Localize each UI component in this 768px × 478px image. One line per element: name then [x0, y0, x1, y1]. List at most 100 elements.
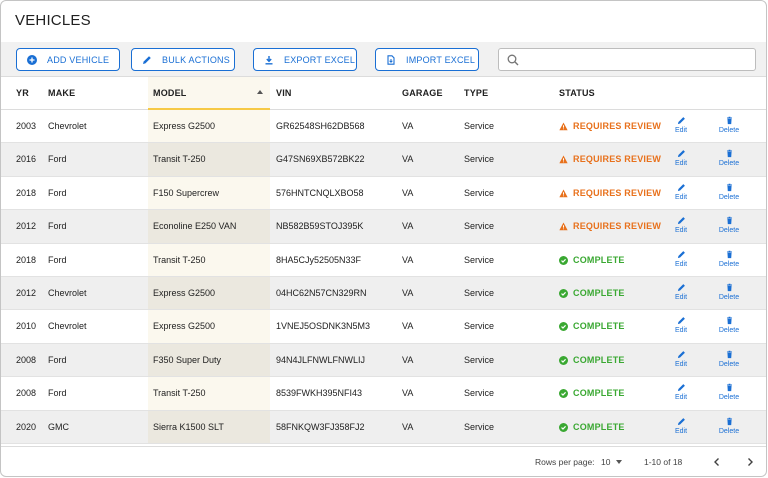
model-cell-bg: [148, 243, 270, 276]
sort-indicator: [148, 108, 270, 110]
edit-label: Edit: [674, 360, 688, 368]
cell-model: Transit T-250: [153, 388, 206, 399]
trash-icon: [726, 350, 732, 358]
pencil-icon: [677, 150, 685, 158]
cell-yr: 2008: [16, 354, 37, 365]
cell-type: Service: [464, 221, 495, 232]
warning-triangle-icon: [559, 222, 568, 231]
delete-button[interactable]: Delete: [714, 383, 744, 401]
check-circle-icon: [559, 422, 568, 432]
column-header-vin[interactable]: VIN: [276, 88, 292, 98]
chevron-left-icon[interactable]: [711, 456, 723, 468]
edit-button[interactable]: Edit: [666, 216, 696, 234]
cell-make: Ford: [48, 354, 67, 365]
table-row: 2018 Ford F150 Supercrew 576HNTCNQLXBO58 VA S…: [1, 176, 766, 211]
cell-garage: VA: [402, 388, 414, 399]
edit-button[interactable]: Edit: [666, 116, 696, 134]
delete-button[interactable]: Delete: [714, 283, 744, 301]
add-vehicle-label: ADD VEHICLE: [47, 54, 110, 65]
export-excel-button[interactable]: EXPORT EXCEL: [253, 48, 357, 71]
status-badge: COMPLETE: [559, 244, 625, 277]
cell-vin: G47SN69XB572BK22: [276, 154, 365, 165]
delete-button[interactable]: Delete: [714, 116, 744, 134]
status-text: COMPLETE: [573, 254, 625, 265]
status-badge: REQUIRES REVIEW: [559, 177, 661, 210]
edit-button[interactable]: Edit: [666, 316, 696, 334]
status-text: REQUIRES REVIEW: [573, 121, 662, 131]
edit-button[interactable]: Edit: [666, 250, 696, 268]
download-icon: [265, 55, 273, 64]
cell-garage: VA: [402, 287, 414, 298]
delete-button[interactable]: Delete: [714, 250, 744, 268]
table-row: 2020 GMC Sierra K1500 SLT 58FNKQW3FJ358FJ2 V…: [1, 410, 766, 444]
table-row: 2010 Chevrolet Express G2500 1VNEJ5OSDNK3N5…: [1, 310, 766, 344]
cell-vin: 8HA5CJy52505N33F: [276, 254, 362, 265]
cell-model: F350 Super Duty: [153, 354, 222, 365]
chevron-right-icon[interactable]: [744, 456, 756, 468]
delete-button[interactable]: Delete: [714, 216, 744, 234]
trash-icon: [726, 150, 732, 158]
delete-button[interactable]: Delete: [714, 183, 744, 201]
column-header-garage[interactable]: GARAGE: [402, 88, 443, 98]
edit-label: Edit: [674, 260, 688, 268]
edit-button[interactable]: Edit: [666, 149, 696, 167]
edit-button[interactable]: Edit: [666, 183, 696, 201]
status-text: COMPLETE: [573, 388, 625, 399]
file-import-icon: [387, 54, 395, 65]
status-text: COMPLETE: [573, 287, 625, 298]
cell-make: Ford: [48, 187, 67, 198]
column-header-make[interactable]: MAKE: [48, 88, 76, 98]
cell-model: Express G2500: [153, 121, 216, 131]
model-cell-bg: [148, 343, 270, 377]
status-text: COMPLETE: [573, 321, 625, 332]
pencil-icon: [677, 284, 685, 292]
trash-icon: [726, 383, 732, 392]
delete-button[interactable]: Delete: [714, 350, 744, 368]
edit-label: Edit: [674, 327, 688, 335]
status-badge: REQUIRES REVIEW: [559, 210, 661, 243]
model-cell-bg: [148, 110, 270, 143]
sort-ascending-icon[interactable]: [257, 90, 263, 94]
trash-icon: [726, 250, 732, 258]
edit-label: Edit: [674, 193, 688, 201]
column-header-yr[interactable]: YR: [16, 88, 29, 98]
rows-per-page-label: Rows per page:: [535, 457, 595, 467]
model-cell-bg: [148, 276, 270, 310]
bulk-actions-button[interactable]: BULK ACTIONS: [131, 48, 235, 71]
cell-yr: 2012: [16, 221, 37, 232]
import-excel-button[interactable]: IMPORT EXCEL: [375, 48, 479, 71]
model-cell-bg: [148, 176, 270, 210]
search-input[interactable]: [525, 51, 749, 68]
status-badge: COMPLETE: [559, 377, 625, 410]
add-vehicle-button[interactable]: ADD VEHICLE: [16, 48, 120, 71]
table-row: 2012 Ford Econoline E250 VAN NB582B59STOJ39…: [1, 210, 766, 244]
edit-button[interactable]: Edit: [666, 383, 696, 401]
cell-type: Service: [464, 121, 495, 131]
check-circle-icon: [559, 355, 568, 365]
cell-garage: VA: [402, 254, 414, 265]
delete-button[interactable]: Delete: [714, 149, 744, 167]
table-header: YR MAKE MODEL VIN GARAGE TYPE STATUS: [1, 77, 766, 110]
model-cell-bg: [148, 377, 270, 410]
rows-per-page-value: 10: [601, 457, 611, 467]
table-row: 2008 Ford F350 Super Duty 94N4JLFNWLFNWLIJ V…: [1, 343, 766, 378]
column-header-model[interactable]: MODEL: [153, 88, 187, 98]
column-header-status[interactable]: STATUS: [559, 88, 595, 98]
chevron-down-icon: [616, 460, 623, 464]
edit-label: Edit: [674, 427, 688, 435]
status-text: REQUIRES REVIEW: [573, 221, 662, 232]
pagination-range: 1-10 of 18: [644, 457, 683, 467]
rows-per-page-select[interactable]: 10: [601, 457, 623, 467]
table-row: 2016 Ford Transit T-250 G47SN69XB572BK22 VA S…: [1, 143, 766, 177]
delete-label: Delete: [718, 260, 740, 268]
delete-button[interactable]: Delete: [714, 417, 744, 435]
edit-button[interactable]: Edit: [666, 283, 696, 301]
cell-garage: VA: [402, 354, 414, 365]
delete-button[interactable]: Delete: [714, 316, 744, 334]
column-header-type[interactable]: TYPE: [464, 88, 489, 98]
cell-yr: 2018: [16, 254, 37, 265]
edit-button[interactable]: Edit: [666, 417, 696, 435]
edit-button[interactable]: Edit: [666, 350, 696, 368]
cell-yr: 2020: [16, 421, 37, 432]
table-row: 2008 Ford Transit T-250 8539FWKH395NFI43 VA S…: [1, 377, 766, 411]
